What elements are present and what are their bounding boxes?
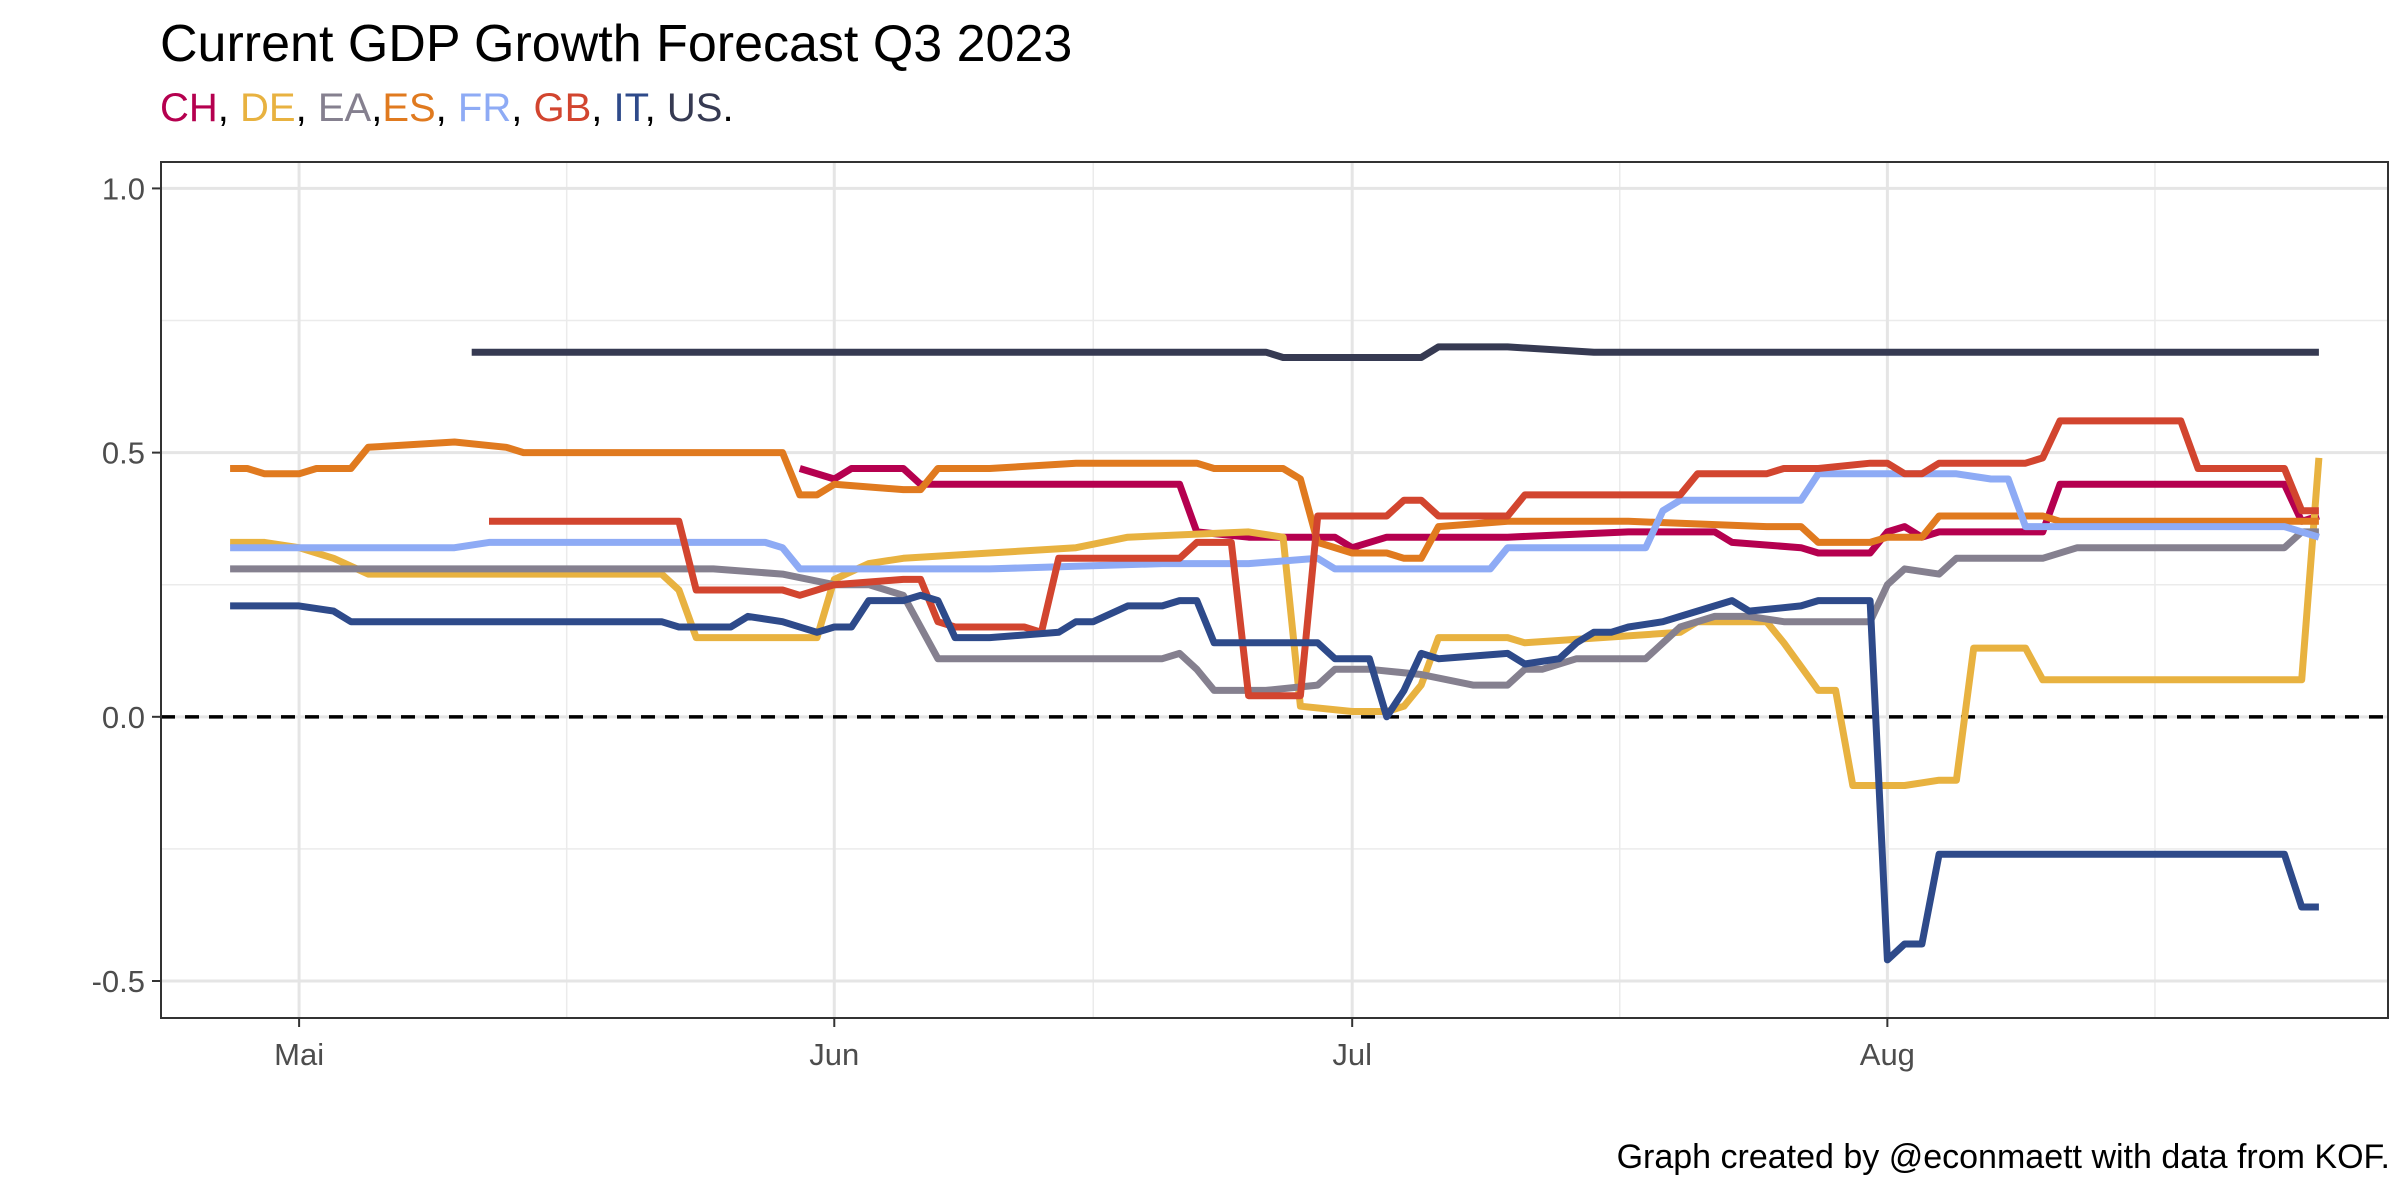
legend-separator: , <box>435 86 458 130</box>
legend-item-gb: GB <box>533 86 592 130</box>
series-line-ea <box>230 528 2319 694</box>
series-line-de <box>230 457 2323 789</box>
legend-item-de: DE <box>240 86 296 130</box>
chart-caption: Graph created by @econmaett with data fr… <box>1616 1138 2390 1176</box>
legend-separator: , <box>644 86 667 130</box>
series-line-gb <box>489 417 2319 700</box>
chart-subtitle-legend: CH, DE, EA,ES, FR, GB, IT, US. <box>160 86 734 131</box>
legend-separator: , <box>217 86 241 130</box>
legend-item-us: US <box>666 86 723 130</box>
series-line-us <box>471 343 2319 361</box>
x-tick-label: Aug <box>1860 1037 1915 1072</box>
legend-item-fr: FR <box>457 86 512 130</box>
series-lines <box>230 343 2323 964</box>
legend-separator: . <box>722 86 734 130</box>
legend-separator: , <box>591 86 614 130</box>
minor-gridlines <box>161 162 2388 1018</box>
series-line-it <box>230 591 2319 964</box>
x-tick-label: Jul <box>1332 1037 1372 1072</box>
chart-title: Current GDP Growth Forecast Q3 2023 <box>160 15 1073 73</box>
y-tick-label: 0.0 <box>102 700 145 735</box>
x-axis: Mai Jun Jul Aug <box>274 1018 1915 1072</box>
legend-item-ch: CH <box>160 86 218 130</box>
legend-separator: , <box>295 86 318 130</box>
series-line-ch <box>798 465 2320 557</box>
x-tick-label: Jun <box>809 1037 859 1072</box>
y-tick-label: 1.0 <box>102 171 145 206</box>
y-tick-label: 0.5 <box>102 436 145 471</box>
major-gridlines <box>161 162 2388 1018</box>
legend-separator: , <box>511 86 534 130</box>
plot-panel-border <box>160 161 2389 1019</box>
y-axis: 1.0 0.5 0.0 -0.5 <box>92 171 161 999</box>
y-tick-label: -0.5 <box>92 964 145 999</box>
x-tick-label: Mai <box>274 1037 324 1072</box>
series-line-fr <box>230 470 2320 573</box>
legend-item-ea: EA <box>317 86 372 130</box>
series-line-es <box>230 438 2319 562</box>
legend-separator: , <box>371 86 383 130</box>
legend-item-es: ES <box>382 86 436 130</box>
legend-item-it: IT <box>613 86 645 130</box>
